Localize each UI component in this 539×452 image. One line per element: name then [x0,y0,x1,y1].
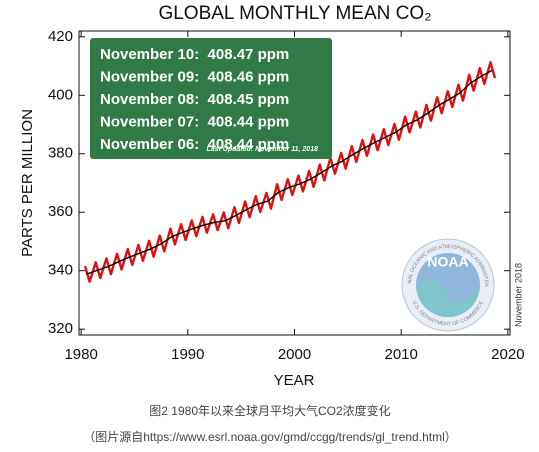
x-tick-label: 2020 [491,346,524,363]
info-line: November 09: 408.46 ppm [100,68,289,85]
x-axis-label: YEAR [274,372,315,389]
caption: 图2 1980年以来全球月平均大气CO2浓度变化 [149,403,390,418]
info-line: November 10: 408.47 ppm [100,46,289,63]
info-line: November 08: 408.45 ppm [100,91,289,108]
y-tick-label: 320 [48,320,73,337]
logo-name: NOAA [427,254,468,270]
x-tick-label: 1990 [171,346,204,363]
info-line: November 06: 408.44 ppm [100,136,289,153]
info-line: November 07: 408.44 ppm [100,113,289,130]
y-tick-label: 360 [48,203,73,220]
info-box-bg [90,38,332,159]
trend-line [86,69,493,275]
y-tick-label: 420 [48,28,73,45]
logo-wave [416,279,480,317]
y-tick-label: 400 [48,86,73,103]
y-tick-label: 380 [48,145,73,162]
x-tick-label: 2000 [278,346,311,363]
side-note: November 2018 [513,263,523,327]
info-updated: Last Updated: November 11, 2018 [206,146,318,153]
info-box: November 10: 408.47 ppm November 09: 408.… [90,38,332,159]
y-tick-label: 340 [48,262,73,279]
x-tick-label: 1980 [64,346,97,363]
chart-title: GLOBAL MONTHLY MEAN CO₂ [158,3,431,24]
source: （图片源自https://www.esrl.noaa.gov/gmd/ccgg/… [83,430,456,444]
y-axis-label: PARTS PER MILLION [19,109,36,257]
plot-area: 320 340 360 380 400 420 1980 1990 2000 2010 2020 No… [48,28,525,363]
x-tick-label: 2010 [384,346,417,363]
